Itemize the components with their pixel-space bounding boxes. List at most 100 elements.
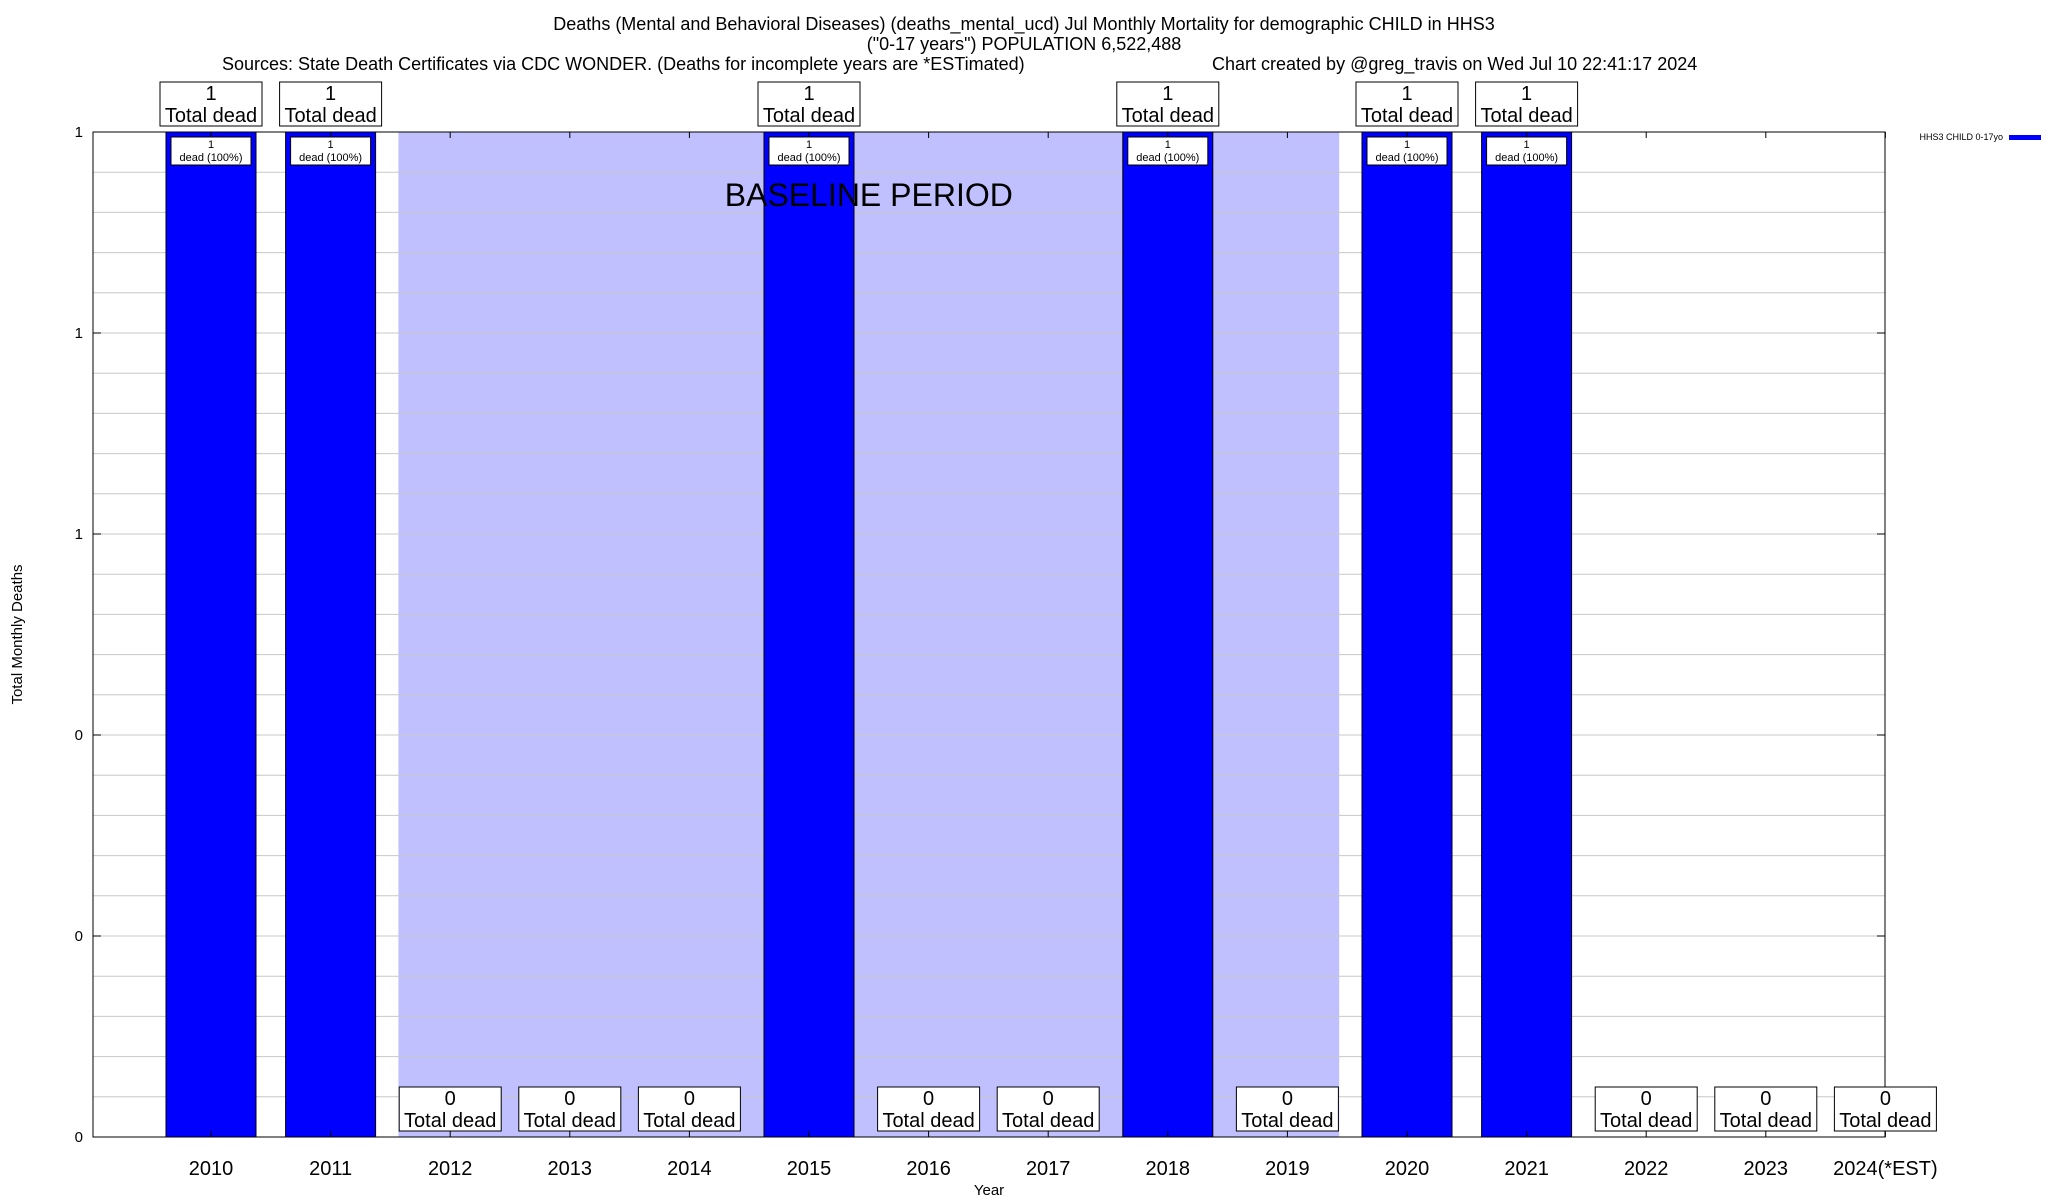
total-label-value: 1 [1162, 83, 1173, 105]
total-label-value: 0 [923, 1088, 934, 1110]
chart-title-line-1: Deaths (Mental and Behavioral Diseases) … [553, 14, 1495, 34]
bar-label-count: 1 [1404, 139, 1410, 151]
bar-2011 [285, 131, 377, 1138]
bar-label-count: 1 [1165, 139, 1171, 151]
total-label-box [637, 1086, 741, 1132]
total-label-text: Total dead [1361, 105, 1453, 127]
x-tick-label: 2014 [667, 1158, 712, 1180]
x-tick-label: 2021 [1504, 1158, 1549, 1180]
bar-2010 [165, 131, 257, 1138]
total-label-box [518, 1086, 622, 1132]
x-tick-label: 2017 [1026, 1158, 1071, 1180]
bar-label-percent: dead (100%) [180, 152, 243, 164]
x-tick-label: 2011 [309, 1158, 352, 1180]
bar-label-percent: dead (100%) [299, 152, 362, 164]
bar-label-count: 1 [328, 139, 334, 151]
total-label-box [1833, 1086, 1937, 1132]
total-label-box [1355, 81, 1459, 127]
total-label-box [1235, 1086, 1339, 1132]
total-label-value: 0 [1641, 1088, 1652, 1110]
total-label-box [279, 81, 383, 127]
total-label-box [1594, 1086, 1698, 1132]
total-label-value: 1 [1521, 83, 1532, 105]
total-label-value: 1 [803, 83, 814, 105]
y-tick-label: 1 [75, 526, 83, 543]
total-label-text: Total dead [524, 1110, 616, 1132]
x-tick-label: 2018 [1146, 1158, 1191, 1180]
x-tick-label: 2016 [906, 1158, 951, 1180]
x-tick-label: 2010 [189, 1158, 234, 1180]
bar-2015 [763, 131, 855, 1138]
total-label-box [159, 81, 263, 127]
bar-label-count: 1 [806, 139, 812, 151]
legend-entry: HHS3 CHILD 0-17yo [1919, 132, 2003, 142]
total-label-text: Total dead [1720, 1110, 1812, 1132]
y-tick-label: 1 [75, 124, 83, 141]
y-tick-label: 1 [75, 325, 83, 342]
bar-label-count: 1 [208, 139, 214, 151]
total-label-value: 1 [325, 83, 336, 105]
bar-label-percent: dead (100%) [778, 152, 841, 164]
baseline-period-label: BASELINE PERIOD [725, 177, 1013, 213]
bar-label-box [1127, 136, 1209, 166]
total-label-text: Total dead [1122, 105, 1214, 127]
bar-label-box [290, 136, 372, 166]
total-label-text: Total dead [763, 105, 855, 127]
bar-2018 [1122, 131, 1214, 1138]
total-label-text: Total dead [284, 105, 376, 127]
x-tick-label: 2023 [1744, 1158, 1789, 1180]
x-tick-label: 2015 [787, 1158, 832, 1180]
total-label-value: 1 [205, 83, 216, 105]
total-label-box [996, 1086, 1100, 1132]
total-label-text: Total dead [1600, 1110, 1692, 1132]
total-label-text: Total dead [1002, 1110, 1094, 1132]
total-label-value: 1 [1401, 83, 1412, 105]
total-label-text: Total dead [882, 1110, 974, 1132]
x-tick-label: 2019 [1265, 1158, 1310, 1180]
total-label-value: 0 [1043, 1088, 1054, 1110]
bar-label-box [170, 136, 252, 166]
total-label-box [757, 81, 861, 127]
total-label-value: 0 [564, 1088, 575, 1110]
total-label-text: Total dead [1480, 105, 1572, 127]
chart-title-line-2: ("0-17 years") POPULATION 6,522,488 [866, 34, 1182, 54]
bar-label-box [768, 136, 850, 166]
x-tick-label: 2013 [548, 1158, 593, 1180]
total-label-text: Total dead [404, 1110, 496, 1132]
bar-label-percent: dead (100%) [1495, 152, 1558, 164]
chart-sources: Sources: State Death Certificates via CD… [222, 54, 1025, 74]
total-label-value: 0 [445, 1088, 456, 1110]
x-tick-label: 2012 [428, 1158, 473, 1180]
bar-label-percent: dead (100%) [1376, 152, 1439, 164]
bar-2020 [1361, 131, 1453, 1138]
x-tick-label: 2022 [1624, 1158, 1669, 1180]
plot-frame [92, 131, 1886, 1138]
total-label-box [398, 1086, 502, 1132]
total-label-value: 0 [1880, 1088, 1891, 1110]
total-label-text: Total dead [643, 1110, 735, 1132]
total-label-text: Total dead [1839, 1110, 1931, 1132]
total-label-box [1714, 1086, 1818, 1132]
total-label-value: 0 [684, 1088, 695, 1110]
total-label-box [1475, 81, 1579, 127]
y-tick-label: 0 [75, 1129, 83, 1146]
chart-credit: Chart created by @greg_travis on Wed Jul… [1212, 54, 1698, 74]
bar-label-box [1366, 136, 1448, 166]
y-tick-label: 0 [75, 928, 83, 945]
x-tick-label: 2024(*EST) [1833, 1158, 1938, 1180]
bar-label-box [1486, 136, 1568, 166]
total-label-text: Total dead [1241, 1110, 1333, 1132]
total-label-value: 0 [1282, 1088, 1293, 1110]
y-axis-label: Total Monthly Deaths [9, 564, 26, 704]
total-label-value: 0 [1760, 1088, 1771, 1110]
bar-label-percent: dead (100%) [1136, 152, 1199, 164]
legend-swatch [2009, 135, 2041, 140]
y-tick-label: 0 [75, 727, 83, 744]
bar-label-count: 1 [1524, 139, 1530, 151]
x-tick-label: 2020 [1385, 1158, 1430, 1180]
bar-2021 [1481, 131, 1573, 1138]
total-label-box [877, 1086, 981, 1132]
x-axis-label: Year [974, 1182, 1004, 1199]
total-label-text: Total dead [165, 105, 257, 127]
